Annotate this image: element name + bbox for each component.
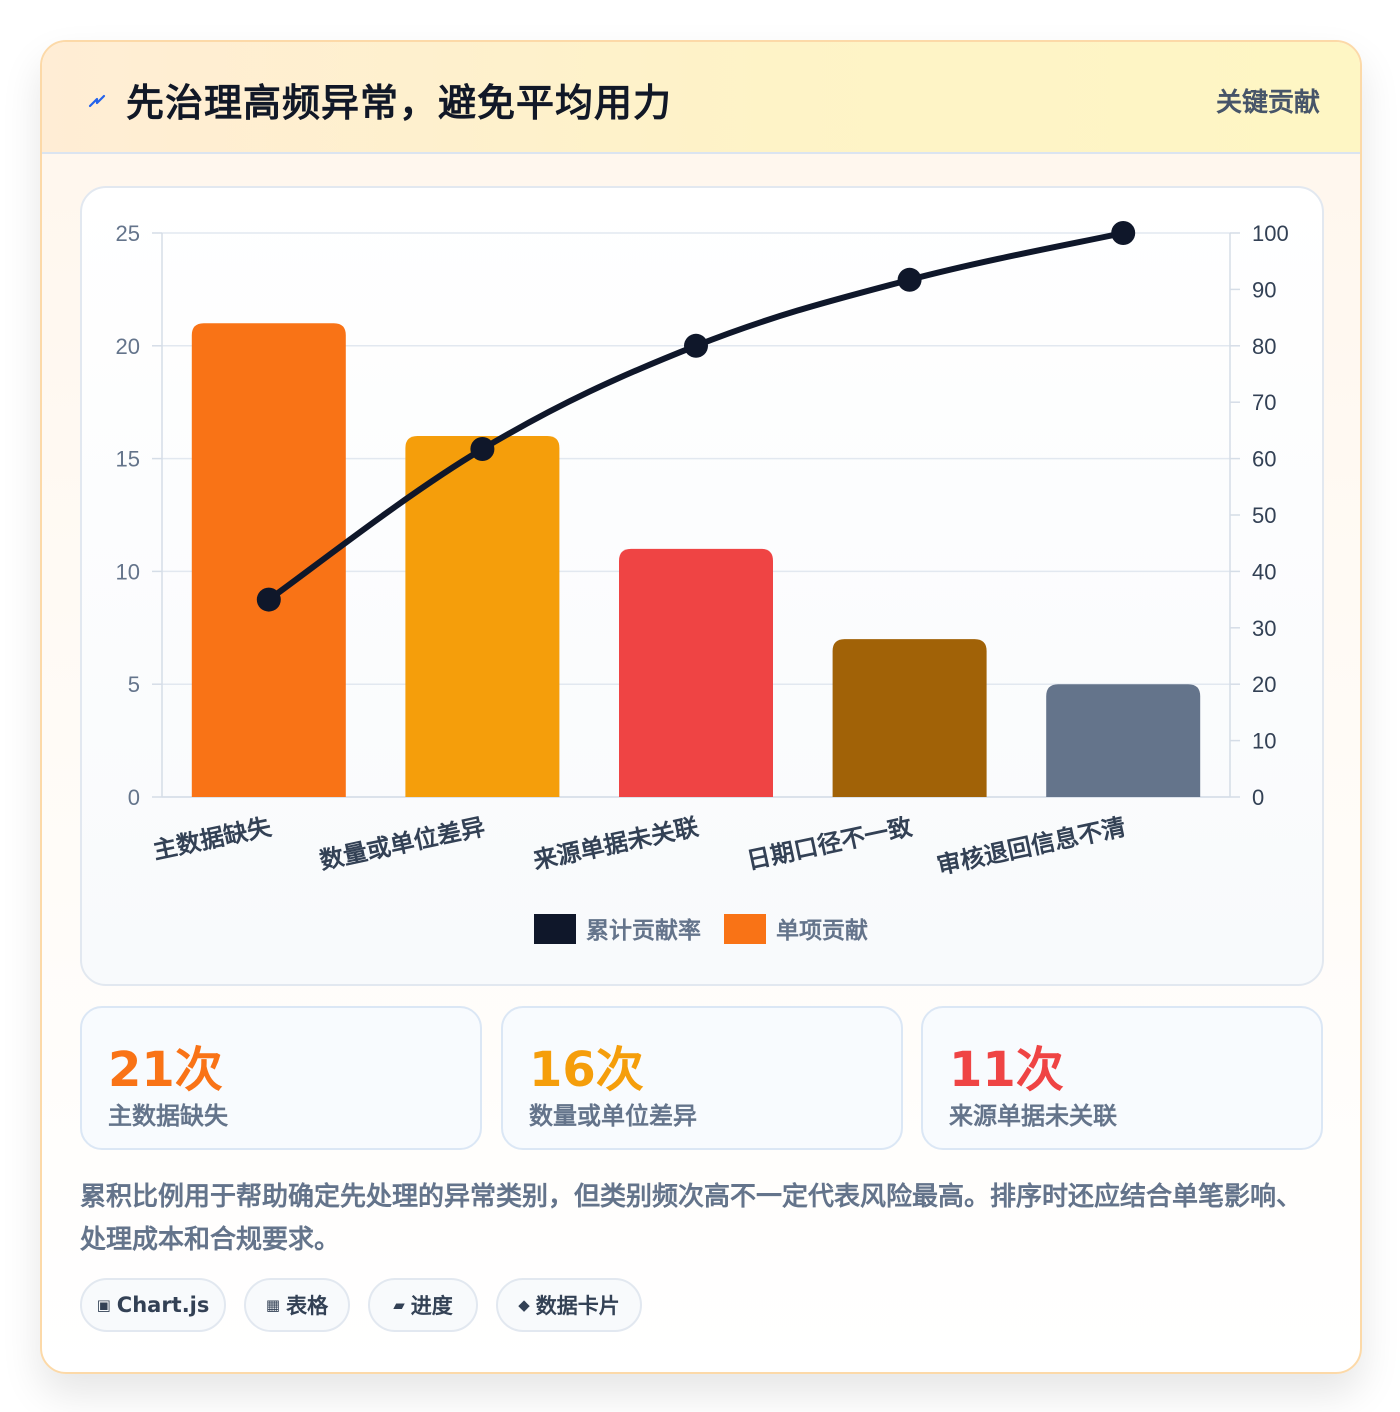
pareto-card: 先治理高频异常，避免平均用力 关键贡献 0 5 10 15 20 25 0 10 20 30 40 5… <box>40 40 1362 1374</box>
stat-label: 来源单据未关联 <box>949 1102 1117 1130</box>
pill-label: 表格 <box>286 1294 329 1318</box>
pareto-chart: 0 5 10 15 20 25 0 10 20 30 40 50 60 70 80 90 100 主数据缺失 数量或… <box>116 221 1289 944</box>
right-tick-label: 50 <box>1252 503 1276 528</box>
right-tick-label: 90 <box>1252 277 1276 302</box>
stat-label: 主数据缺失 <box>108 1102 228 1130</box>
diamond-icon: ◆ <box>518 1296 530 1314</box>
cumulative-point <box>684 333 708 358</box>
stat-card: 11次 来源单据未关联 <box>921 1006 1323 1150</box>
left-tick-label: 15 <box>116 447 140 472</box>
stat-card: 16次 数量或单位差异 <box>501 1006 903 1150</box>
progress-icon: ▰ <box>393 1296 405 1314</box>
pill-datacard[interactable]: ◆ 数据卡片 <box>496 1278 642 1332</box>
right-tick-label: 100 <box>1252 221 1289 246</box>
cumulative-point <box>897 267 922 292</box>
left-tick-label: 10 <box>116 559 140 584</box>
bar <box>1046 684 1201 797</box>
pill-progress[interactable]: ▰ 进度 <box>368 1278 478 1332</box>
category-label: 数量或单位差异 <box>317 813 487 875</box>
right-tick-label: 30 <box>1252 616 1276 641</box>
bar <box>405 436 560 797</box>
left-tick-label: 20 <box>116 334 140 359</box>
pill-label: 数据卡片 <box>535 1294 620 1318</box>
bar <box>832 639 987 797</box>
chart-container: 0 5 10 15 20 25 0 10 20 30 40 50 60 70 80 90 100 主数据缺失 数量或… <box>80 186 1324 986</box>
left-tick-label: 25 <box>116 221 140 246</box>
legend-label: 单项贡献 <box>776 918 868 944</box>
pill-label: Chart.js <box>116 1293 210 1317</box>
category-label: 审核退回信息不清 <box>934 813 1128 880</box>
right-tick-label: 70 <box>1252 390 1276 415</box>
cumulative-line <box>265 230 1127 603</box>
stat-value: 11次 <box>949 1042 1064 1098</box>
legend-swatch <box>534 914 576 944</box>
right-tick-label: 0 <box>1252 785 1264 810</box>
bar <box>191 323 346 797</box>
cumulative-point <box>256 587 281 612</box>
card-title: 先治理高频异常，避免平均用力 <box>126 81 673 125</box>
stat-value: 16次 <box>529 1042 644 1098</box>
category-label: 来源单据未关联 <box>531 813 701 875</box>
pill-chartjs[interactable]: ▣ Chart.js <box>80 1278 226 1332</box>
right-tick-label: 80 <box>1252 334 1276 359</box>
right-tick-label: 60 <box>1252 447 1276 472</box>
right-tick-label: 40 <box>1252 559 1276 584</box>
cumulative-point <box>470 437 495 462</box>
stat-card: 21次 主数据缺失 <box>80 1006 482 1150</box>
right-tick-label: 10 <box>1252 729 1276 754</box>
cumulative-point <box>1111 221 1136 245</box>
lightning-icon <box>88 94 106 108</box>
category-label: 主数据缺失 <box>151 812 275 865</box>
legend-label: 累计贡献率 <box>586 917 701 944</box>
table-icon: ▦ <box>265 1296 281 1314</box>
description: 累积比例用于帮助确定先处理的异常类别，但类别频次高不一定代表风险最高。排序时还应… <box>80 1182 1303 1255</box>
card-header: 先治理高频异常，避免平均用力 关键贡献 <box>42 42 1360 154</box>
bar <box>619 548 773 797</box>
pill-table[interactable]: ▦ 表格 <box>244 1278 350 1332</box>
left-tick-label: 5 <box>128 672 140 697</box>
stat-value: 21次 <box>108 1042 223 1098</box>
category-label: 日期口径不一致 <box>744 812 915 875</box>
stat-label: 数量或单位差异 <box>529 1102 697 1130</box>
left-tick-label: 0 <box>128 785 140 810</box>
header-tag: 关键贡献 <box>1215 88 1320 118</box>
right-tick-label: 20 <box>1252 672 1276 697</box>
chart-icon: ▣ <box>96 1296 111 1314</box>
legend-swatch <box>724 914 766 944</box>
pill-label: 进度 <box>410 1294 453 1318</box>
